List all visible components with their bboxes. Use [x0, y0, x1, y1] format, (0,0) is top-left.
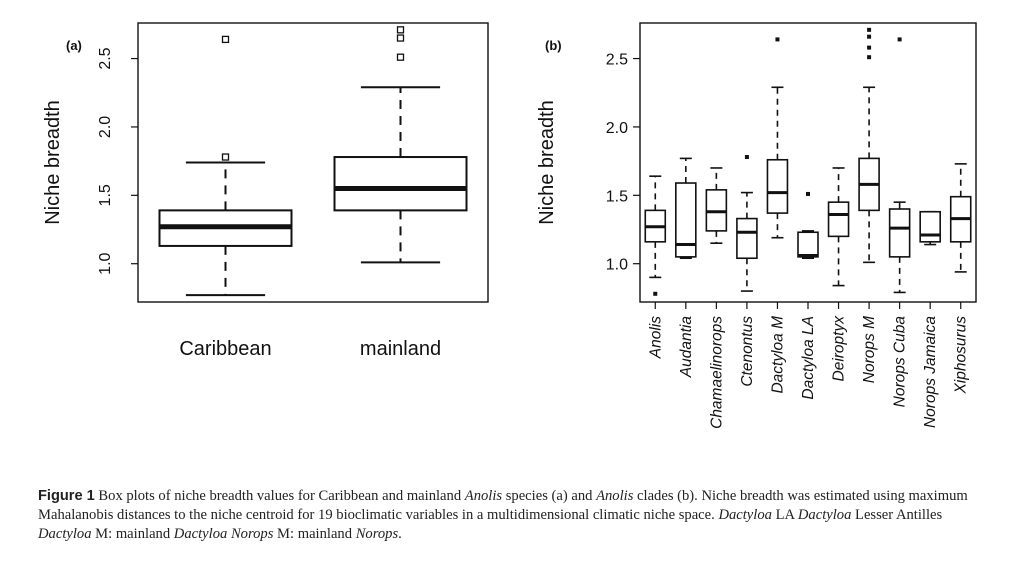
outlier-point — [396, 26, 405, 34]
y-tick-label: 1.5 — [606, 188, 628, 205]
y-axis-label: Niche breadth — [42, 100, 64, 225]
x-tick-label: Chamaelinorops — [708, 316, 725, 429]
y-tick-label: 2.0 — [97, 116, 114, 138]
caption-text-8: . — [398, 526, 402, 542]
outlier-point — [744, 155, 749, 160]
caption-italic-2: Anolis — [596, 488, 634, 504]
figure-svg: (a) Niche breadth 1.0 1.5 2.0 2.5 Caribbean mai… — [42, 22, 977, 429]
caption-text-2: species (a) and — [502, 488, 597, 504]
box-audantia — [675, 157, 697, 260]
box-iqr — [827, 201, 850, 238]
y-tick-label: 2.0 — [606, 120, 628, 137]
x-tick-label: Norops M — [861, 316, 878, 383]
outlier-point — [221, 35, 230, 44]
x-tick-label: Audantia — [678, 316, 695, 379]
x-tick-label: Deiroptyx — [831, 315, 848, 382]
caption-italic-7: Norops — [355, 526, 399, 542]
y-tick-label: 1.5 — [97, 184, 114, 206]
panel-label: (b) — [545, 38, 562, 53]
box-iqr — [766, 158, 789, 214]
x-tick-label: Xiphosurus — [953, 316, 970, 395]
outlier-point — [775, 37, 780, 42]
box-iqr — [333, 156, 468, 212]
caption-text-5: Lesser Antilles — [851, 507, 943, 523]
panel-b: (b) Niche breadth 1.0 1.5 2.0 2.5 Anolis Audant… — [536, 22, 977, 429]
box-chamaelinorops — [705, 167, 728, 244]
outlier-point — [653, 291, 658, 296]
y-tick-label: 1.0 — [97, 252, 114, 274]
box-iqr — [888, 208, 911, 258]
caption-text-1: Box plots of niche breadth values for Ca… — [94, 488, 465, 504]
outlier-point — [897, 37, 902, 42]
panel-a: (a) Niche breadth 1.0 1.5 2.0 2.5 Caribbean mai… — [42, 22, 489, 360]
outlier-point — [806, 191, 810, 196]
caption-text-3: clades (b). Niche breadth was estimated … — [38, 488, 968, 523]
x-tick-label: Norops Cuba — [892, 316, 909, 408]
outlier-point — [396, 34, 405, 42]
box-iqr — [919, 210, 941, 243]
box-caribbean — [158, 35, 293, 297]
caption-italic-4: Dactyloa — [797, 507, 852, 523]
box-dactyloa-m — [766, 37, 789, 239]
caption-italic-3: Dactyloa — [718, 507, 772, 523]
outlier-point — [867, 34, 872, 39]
box-anolis — [644, 175, 667, 296]
box-norops-cuba — [888, 37, 911, 294]
caption-italic-5: Dactyloa — [38, 526, 92, 542]
box-deiroptyx — [827, 167, 850, 287]
box-dactyloa-la — [797, 191, 819, 260]
y-tick-label: 2.5 — [606, 52, 628, 69]
x-tick-label: Dactyloa M — [769, 316, 786, 394]
caption-italic-1: Anolis — [464, 488, 503, 504]
x-tick-label: Ctenontus — [739, 316, 756, 387]
box-iqr — [736, 217, 758, 260]
box-ctenontus — [736, 155, 758, 292]
x-tick-label: Norops Jamaica — [922, 316, 939, 428]
caption-text-4: LA — [771, 507, 798, 523]
x-tick-label: Dactyloa LA — [800, 316, 817, 400]
panel-label: (a) — [66, 38, 82, 53]
outlier-point — [867, 55, 872, 60]
plot-frame — [639, 22, 977, 303]
box-xiphosurus — [949, 163, 972, 273]
outlier-point — [221, 153, 230, 161]
caption-label: Figure 1 — [38, 488, 95, 504]
x-tick-label: mainland — [360, 338, 441, 360]
y-axis-label: Niche breadth — [536, 100, 558, 225]
caption-italic-6: Dactyloa Norops — [173, 526, 274, 542]
outlier-point — [867, 45, 872, 50]
box-iqr — [675, 182, 697, 258]
caption-text-6: M: mainland — [91, 526, 174, 542]
box-norops-jamaica — [919, 210, 941, 246]
caption-text-7: M: mainland — [273, 526, 356, 542]
figure-caption: Figure 1 Box plots of niche breadth valu… — [38, 487, 998, 544]
y-tick-label: 2.5 — [97, 47, 114, 69]
box-iqr — [797, 231, 819, 258]
x-tick-label: Caribbean — [179, 338, 271, 360]
outlier-point — [867, 27, 872, 32]
box-mainland — [333, 26, 468, 264]
box-norops-m — [858, 27, 880, 264]
outlier-point — [396, 53, 405, 61]
y-tick-label: 1.0 — [606, 257, 628, 274]
plot-frame — [137, 22, 489, 303]
x-tick-label: Anolis — [647, 316, 664, 359]
